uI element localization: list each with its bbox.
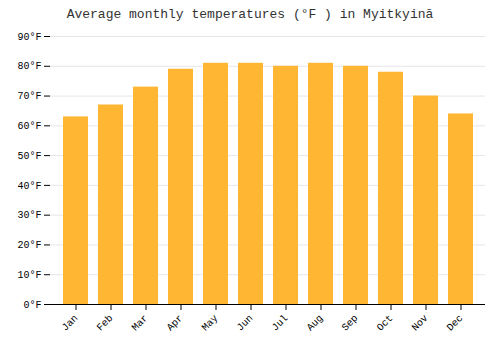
svg-text:80°F: 80°F [17,61,41,72]
svg-text:40°F: 40°F [17,181,41,192]
svg-text:30°F: 30°F [17,210,41,221]
svg-text:Nov: Nov [410,313,431,334]
svg-text:20°F: 20°F [17,240,41,251]
svg-text:May: May [200,313,221,334]
svg-text:Jun: Jun [235,313,256,334]
svg-text:50°F: 50°F [17,151,41,162]
svg-text:0°F: 0°F [23,300,41,311]
svg-text:Jul: Jul [270,313,291,334]
svg-text:Oct: Oct [375,313,396,334]
svg-text:Feb: Feb [95,313,116,334]
svg-text:Apr: Apr [165,313,186,334]
svg-text:Dec: Dec [445,313,466,334]
svg-text:90°F: 90°F [17,32,41,43]
svg-text:10°F: 10°F [17,270,41,281]
svg-text:Jan: Jan [60,313,81,334]
svg-text:70°F: 70°F [17,91,41,102]
svg-text:Aug: Aug [305,313,326,334]
html-text:Average monthly temperatures (: Average monthly temperatures (°F ) in My… [66,7,434,22]
svg-text:60°F: 60°F [17,121,41,132]
svg-text:Mar: Mar [130,313,151,334]
svg-text:Sep: Sep [340,313,361,334]
